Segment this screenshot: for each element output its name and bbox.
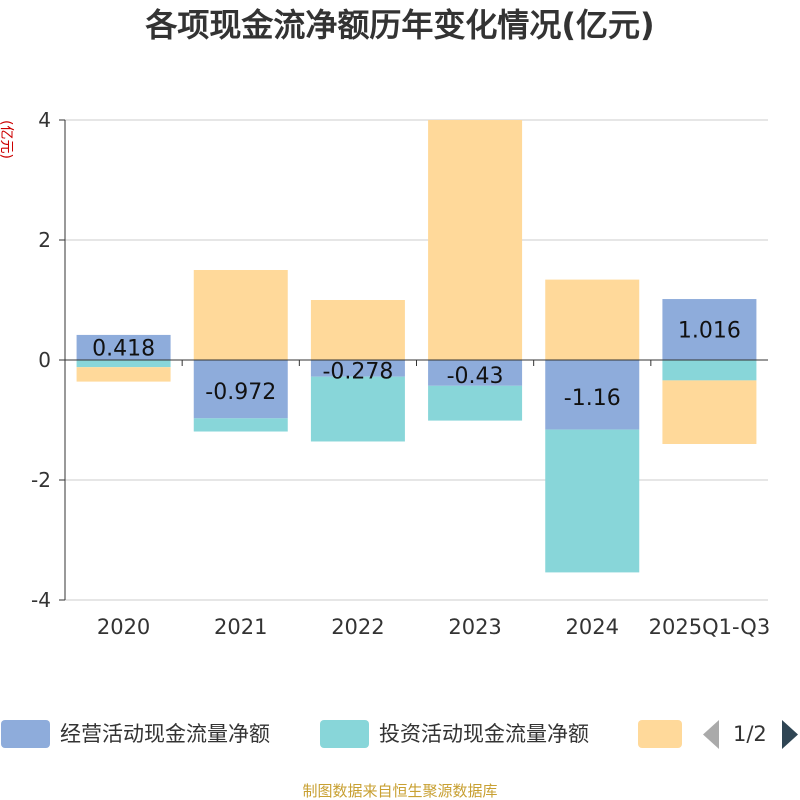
bar-series1-2022	[310, 376, 405, 442]
x-tick-label: 2024	[566, 615, 619, 639]
bar-series1-2021	[193, 418, 288, 432]
data-label: 0.418	[92, 336, 155, 361]
data-labels: 0.418 -0.972 -0.278 -0.43 -1.16 1.016	[92, 319, 741, 411]
axes	[59, 119, 768, 601]
bar-series0-2025Q1-Q3	[662, 299, 757, 360]
data-label: -0.972	[205, 380, 276, 405]
bar-series1-2024	[545, 429, 640, 573]
legend-prev-page-icon[interactable]	[703, 720, 719, 749]
x-tick-label: 2020	[97, 615, 150, 639]
bar-series0-2021	[193, 360, 288, 419]
legend-page-indicator: 1/2	[733, 722, 767, 746]
y-axis-unit-label: (亿元)	[0, 120, 14, 159]
x-tick-label: 2025Q1-Q3	[649, 615, 771, 639]
tick-labels: 4 2 0 -2 -4 2020 2021 2022 2023 2024 2025Q1-Q3	[31, 108, 770, 639]
x-tick-label: 2023	[448, 615, 501, 639]
gridlines	[65, 119, 768, 601]
bar-series2-2022	[310, 300, 405, 360]
bar-series0-2023	[428, 360, 523, 386]
bar-series2-2021	[193, 270, 288, 360]
y-tick-label: -2	[31, 468, 51, 492]
chart-title: 各项现金流净额历年变化情况(亿元)	[145, 6, 654, 44]
x-tick-label: 2021	[214, 615, 267, 639]
y-tick-label: 4	[38, 108, 51, 132]
legend-label-investing: 投资活动现金流量净额	[379, 722, 589, 746]
data-label: 1.016	[678, 319, 741, 344]
bars	[76, 120, 757, 573]
bar-series1-2020	[76, 360, 171, 368]
y-tick-label: -4	[31, 588, 51, 612]
bar-series2-2020	[76, 367, 171, 382]
x-tick-label: 2022	[331, 615, 384, 639]
data-label: -0.43	[447, 364, 504, 389]
bar-series2-2025Q1-Q3	[662, 380, 757, 444]
legend-swatch-investing	[320, 720, 369, 748]
y-tick-label: 2	[38, 228, 51, 252]
bar-series1-2023	[428, 385, 523, 421]
bar-series0-2024	[545, 360, 640, 430]
legend-next-page-icon[interactable]	[782, 720, 798, 749]
legend-label-operating: 经营活动现金流量净额	[60, 722, 270, 746]
legend-swatch-operating	[1, 720, 50, 748]
bar-series2-2024	[545, 279, 640, 360]
bar-series1-2025Q1-Q3	[662, 360, 757, 381]
data-label: -0.278	[322, 359, 393, 384]
data-label: -1.16	[564, 386, 621, 411]
legend-swatch-financing	[638, 720, 682, 748]
footer-source: 制图数据来自恒生聚源数据库	[302, 782, 497, 800]
y-tick-label: 0	[38, 348, 51, 372]
legend: 经营活动现金流量净额 投资活动现金流量净额 1/2	[1, 720, 798, 749]
bar-series2-2023	[428, 120, 523, 360]
bar-series0-2022	[310, 360, 405, 377]
bar-series0-2020	[76, 334, 171, 360]
